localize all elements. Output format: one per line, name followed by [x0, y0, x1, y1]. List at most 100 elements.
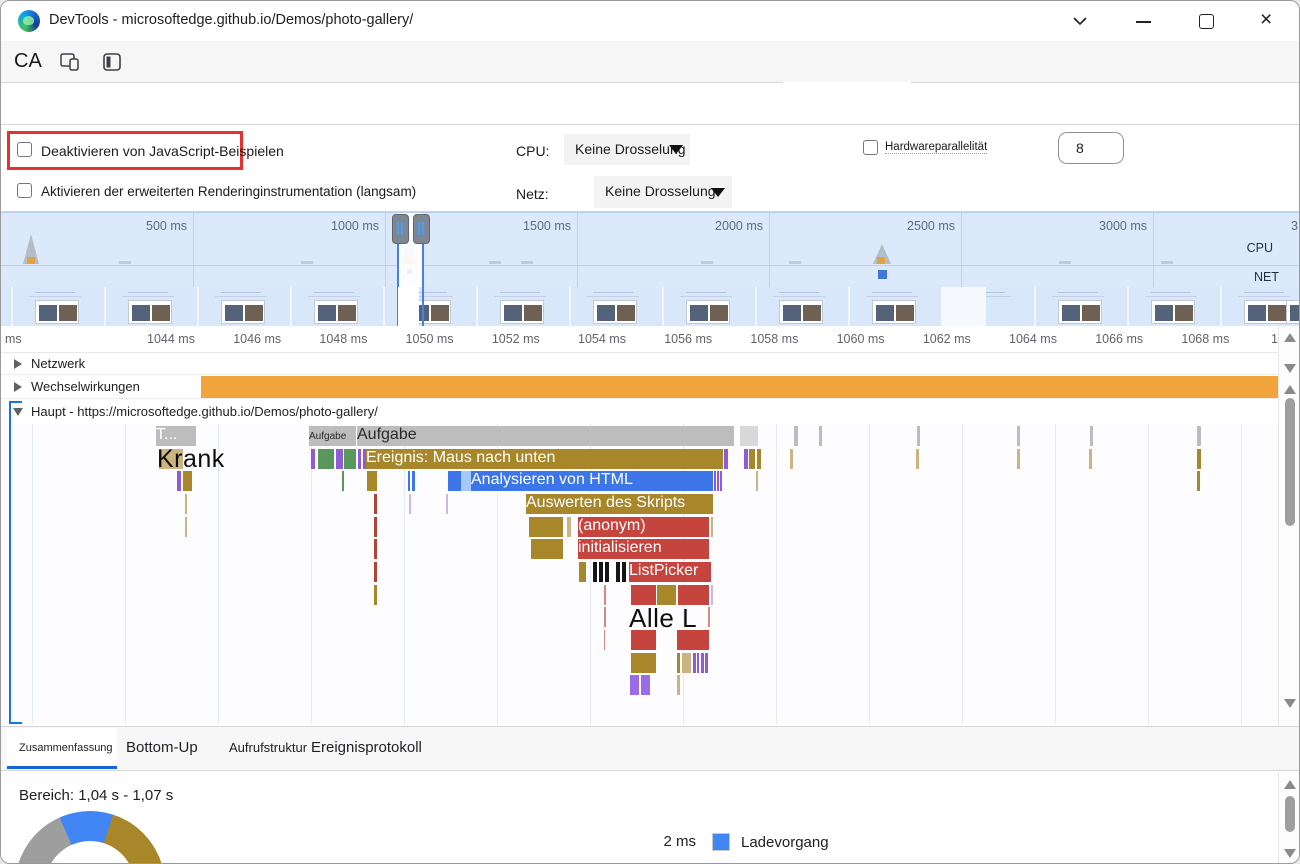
flame-bar[interactable] — [711, 585, 713, 605]
maximize-button[interactable] — [1199, 14, 1214, 29]
scroll-down-icon[interactable] — [1284, 364, 1296, 373]
flame-bar[interactable] — [1090, 426, 1093, 446]
filmstrip[interactable] — [1, 287, 1299, 326]
flame-bar[interactable]: T... — [156, 426, 196, 446]
flame-bar[interactable] — [677, 675, 680, 695]
flame-bar[interactable] — [1017, 449, 1020, 469]
flame-bar[interactable] — [185, 517, 187, 537]
device-emulation-icon[interactable] — [59, 52, 81, 72]
scroll-up-icon[interactable] — [1284, 780, 1296, 789]
flame-bar[interactable] — [374, 517, 377, 537]
flame-bar[interactable] — [412, 471, 415, 491]
flame-bar[interactable] — [677, 653, 680, 673]
flame-bar[interactable] — [604, 630, 605, 650]
flame-bar[interactable] — [622, 562, 626, 582]
flame-bar[interactable] — [749, 449, 755, 469]
flame-bar[interactable] — [344, 449, 356, 469]
flame-bar[interactable] — [631, 653, 656, 673]
tab-ereignisprotokoll[interactable]: Ereignisprotokoll — [311, 739, 422, 756]
flame-bar[interactable] — [678, 585, 709, 605]
flame-bar[interactable] — [374, 494, 377, 514]
activity-bar-icon[interactable] — [102, 52, 122, 72]
advanced-rendering-checkbox[interactable] — [17, 183, 32, 198]
flame-bar[interactable] — [446, 494, 448, 514]
flame-bar[interactable] — [374, 539, 377, 559]
flame-bar[interactable] — [631, 630, 656, 650]
flame-bar[interactable] — [708, 607, 710, 627]
flame-bar[interactable] — [1197, 449, 1201, 469]
flame-bar[interactable] — [358, 449, 361, 469]
flame-bar[interactable] — [697, 653, 699, 673]
flame-bar[interactable]: ListPicker — [629, 562, 711, 582]
scroll-down-icon[interactable] — [1284, 699, 1296, 708]
flame-bar[interactable] — [917, 426, 920, 446]
selection-handle[interactable] — [413, 214, 430, 244]
scroll-up-icon[interactable] — [1284, 333, 1296, 342]
filmstrip-frame[interactable] — [872, 300, 916, 324]
selection-right-line[interactable] — [422, 214, 424, 326]
chevron-down-icon[interactable] — [1071, 14, 1089, 28]
scrollbar-thumb[interactable] — [1285, 796, 1295, 832]
flame-bar[interactable] — [363, 449, 366, 469]
flame-bar[interactable] — [374, 585, 377, 605]
scroll-up-icon[interactable] — [1284, 385, 1296, 394]
flame-bar[interactable] — [657, 585, 676, 605]
flame-bar[interactable] — [701, 653, 704, 673]
track-interactions[interactable]: Wechselwirkungen — [1, 375, 1278, 399]
track-network[interactable]: Netzwerk — [1, 353, 1278, 375]
filmstrip-frame[interactable] — [593, 300, 637, 324]
flame-bar[interactable] — [336, 449, 343, 469]
filmstrip-frame[interactable] — [686, 300, 730, 324]
flame-bar[interactable] — [374, 562, 377, 582]
disable-js-checkbox[interactable] — [17, 142, 32, 157]
hardware-concurrency-input[interactable]: 8 — [1058, 132, 1124, 164]
filmstrip-frame[interactable] — [1058, 300, 1102, 324]
flame-bar[interactable]: Aufgabe — [357, 426, 734, 446]
flame-bar[interactable] — [408, 471, 410, 491]
scroll-down-icon[interactable] — [1284, 849, 1296, 858]
hardware-concurrency-checkbox[interactable] — [863, 140, 878, 155]
flame-bar[interactable] — [531, 539, 563, 559]
expand-network-icon[interactable] — [14, 359, 22, 369]
flame-bar[interactable] — [1089, 449, 1092, 469]
flame-bar[interactable] — [631, 585, 656, 605]
flame-bar[interactable] — [630, 675, 639, 695]
flame-bar[interactable] — [677, 630, 709, 650]
filmstrip-frame[interactable] — [779, 300, 823, 324]
flame-bar[interactable] — [714, 471, 716, 491]
collapse-main-icon[interactable] — [13, 408, 23, 416]
minimize-button[interactable] — [1136, 21, 1151, 23]
track-main-header[interactable]: Haupt - https://microsoftedge.github.io/… — [1, 399, 1278, 424]
flame-bar[interactable]: Ereignis: Maus nach unten — [366, 449, 723, 469]
flame-bar[interactable] — [819, 426, 822, 446]
flame-bar[interactable] — [757, 449, 761, 469]
flame-bar[interactable]: Auswerten des Skripts — [526, 494, 713, 514]
flame-bar[interactable] — [367, 471, 377, 491]
flame-bar[interactable] — [717, 471, 719, 491]
flame-bar[interactable] — [682, 653, 691, 673]
filmstrip-frame[interactable] — [1244, 300, 1288, 324]
flame-bar[interactable] — [616, 562, 620, 582]
flame-bar[interactable] — [177, 471, 181, 491]
filmstrip-frame[interactable] — [1151, 300, 1195, 324]
filmstrip-frame[interactable] — [314, 300, 358, 324]
selection-left-line[interactable] — [397, 214, 399, 326]
timeline-overview[interactable]: CPU NET 3 500 ms 1000 ms 1500 ms 2000 ms 250… — [1, 212, 1299, 287]
flame-bar[interactable] — [409, 494, 411, 514]
expand-interactions-icon[interactable] — [14, 382, 22, 392]
inspect-icon[interactable]: CA — [14, 50, 42, 72]
flame-bar[interactable] — [790, 449, 793, 469]
flame-bar[interactable] — [342, 471, 344, 491]
interaction-bar[interactable] — [201, 376, 1278, 398]
filmstrip-frame[interactable] — [128, 300, 172, 324]
flame-bar[interactable] — [916, 449, 919, 469]
flame-bar[interactable] — [693, 653, 696, 673]
flame-bar[interactable] — [605, 562, 609, 582]
filmstrip-frame[interactable] — [221, 300, 265, 324]
flame-scrollbar[interactable] — [1278, 326, 1299, 726]
filmstrip-frame[interactable] — [500, 300, 544, 324]
flame-bar[interactable] — [604, 607, 606, 627]
flame-bar[interactable] — [604, 585, 606, 605]
flame-bar[interactable] — [641, 675, 650, 695]
flame-bar[interactable] — [1017, 426, 1020, 446]
